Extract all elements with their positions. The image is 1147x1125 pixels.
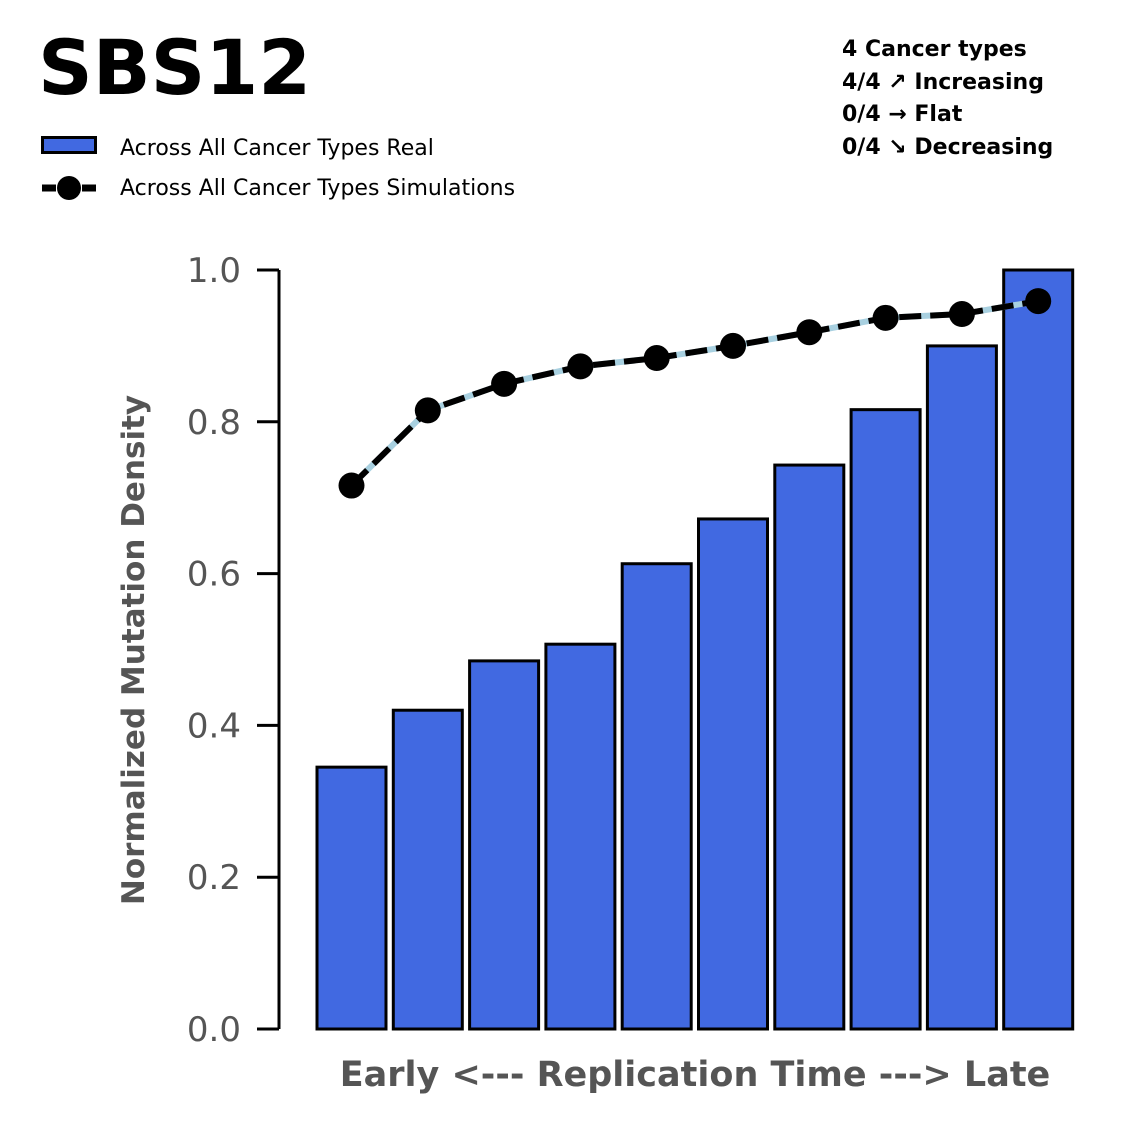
bar (849, 408, 922, 1031)
y-axis-label: Normalized Mutation Density (116, 395, 152, 905)
stat-cancer-types: 4 Cancer types (842, 37, 1027, 62)
simulation-point (643, 345, 670, 372)
simulation-point (414, 397, 441, 424)
legend-label-simulations: Across All Cancer Types Simulations (120, 175, 516, 201)
summary-stats: 4 Cancer types 4/4 ↗ Increasing 0/4 → Fl… (842, 34, 1053, 164)
bar (315, 765, 388, 1031)
simulation-point (872, 304, 899, 331)
chart-title: SBS12 (38, 23, 312, 112)
simulation-point (796, 319, 823, 346)
simulation-line (349, 298, 1039, 488)
bar (544, 642, 617, 1031)
bar (697, 517, 769, 1031)
legend: Across All Cancer Types Real Across All … (38, 128, 515, 208)
y-tick-label: 1.0 (187, 251, 241, 291)
legend-line-swatch (42, 176, 96, 200)
legend-item-real: Across All Cancer Types Real (38, 128, 515, 168)
y-tick-label: 0.0 (187, 1010, 241, 1050)
stat-decreasing: 0/4 ↘ Decreasing (842, 134, 1054, 160)
legend-label-real: Across All Cancer Types Real (120, 135, 434, 161)
simulation-point (491, 370, 518, 397)
y-tick-label: 0.8 (187, 403, 241, 443)
simulation-point (720, 332, 746, 359)
simulation-point (1025, 288, 1052, 315)
simulation-point (567, 353, 594, 380)
simulation-point (948, 301, 975, 328)
bar (925, 344, 998, 1031)
y-tick-label: 0.4 (187, 706, 241, 746)
bar (620, 562, 693, 1031)
bar (773, 463, 846, 1031)
x-axis-label: Early <--- Replication Time ---> Late (340, 1055, 1051, 1095)
legend-item-simulations: Across All Cancer Types Simulations (38, 168, 515, 208)
stat-flat: 0/4 → Flat (842, 102, 963, 127)
y-tick-label: 0.6 (187, 555, 241, 595)
bar (391, 708, 464, 1031)
stat-increasing: 4/4 ↗ Increasing (842, 69, 1044, 95)
bar (468, 659, 541, 1031)
y-tick-label: 0.2 (187, 858, 241, 898)
simulation-point (338, 472, 365, 499)
legend-bar-swatch (41, 136, 97, 154)
bar (1002, 268, 1075, 1031)
